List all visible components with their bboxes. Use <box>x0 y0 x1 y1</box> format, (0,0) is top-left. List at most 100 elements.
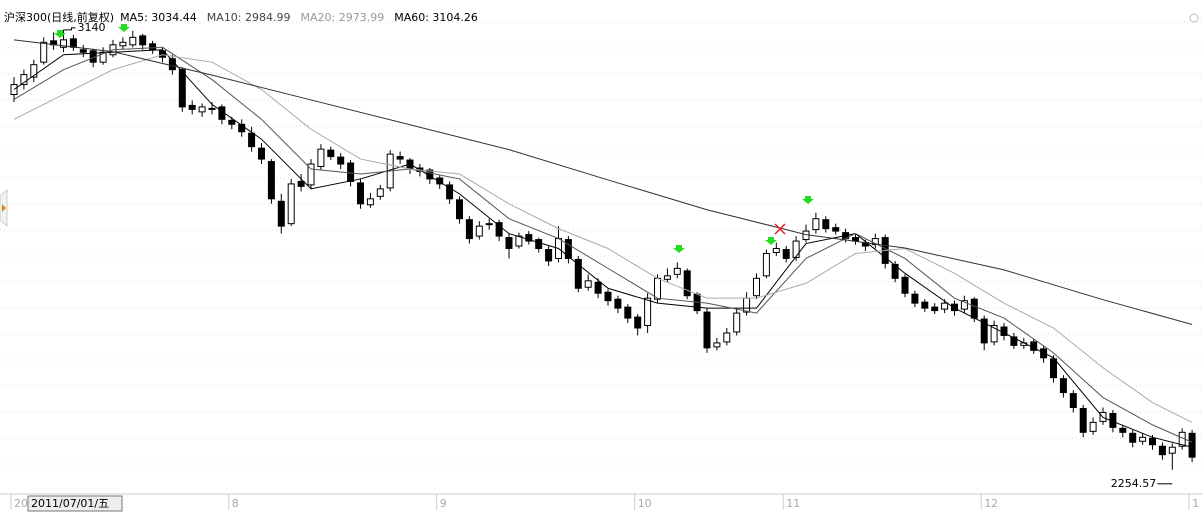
candle-body <box>931 306 939 312</box>
candle-body <box>545 248 553 262</box>
candle-body <box>307 163 315 186</box>
candle-body <box>1010 336 1018 346</box>
candle-body <box>178 69 186 108</box>
candle-body <box>703 311 711 349</box>
candle-body <box>228 119 236 125</box>
cursor-box <box>27 495 123 512</box>
candle-body <box>465 219 473 240</box>
candle-body <box>822 219 830 230</box>
x-tick-label: 8 <box>232 497 239 510</box>
legend-entry: MA60: 3104.26 <box>394 11 478 24</box>
candle-body <box>317 148 325 168</box>
candle-body <box>960 300 968 310</box>
candle-body <box>733 312 741 333</box>
candle-body <box>812 218 820 231</box>
annotation-leader <box>63 27 76 31</box>
candle-body <box>159 50 166 58</box>
candle-body <box>60 39 67 48</box>
ma-line <box>13 39 1193 325</box>
candle-body <box>951 303 958 312</box>
candle-body <box>990 325 998 343</box>
x-tick-label: 9 <box>440 497 447 510</box>
candle-body <box>1050 358 1057 379</box>
candle-body <box>921 301 929 309</box>
candle-body <box>753 277 760 297</box>
candle-body <box>970 298 978 319</box>
candle-body <box>772 248 780 253</box>
candle-body <box>347 162 355 182</box>
candle-body <box>594 281 602 294</box>
cursor-label: 2011/07/01/五 <box>31 497 109 510</box>
candle-body <box>1139 436 1147 442</box>
candle-body <box>396 156 404 160</box>
buy-signal <box>765 237 777 245</box>
buy-signal <box>54 30 66 38</box>
x-tick-label: 11 <box>786 497 800 510</box>
side-arrow <box>2 204 6 212</box>
candle-body <box>564 239 572 259</box>
candle-body <box>1129 432 1137 443</box>
candle-body <box>663 275 671 280</box>
candle-body <box>891 263 899 279</box>
candle-body <box>149 43 157 51</box>
candle-body <box>743 297 751 313</box>
candle-body <box>456 199 463 220</box>
candle-body <box>119 41 127 47</box>
legend-entry: MA10: 2984.99 <box>207 11 291 24</box>
chart-title: 沪深300(日线,前复权) <box>4 10 114 24</box>
candle-body <box>505 237 513 250</box>
candle-body <box>357 182 364 205</box>
buy-signal <box>802 196 814 204</box>
candle-body <box>762 252 770 277</box>
candle-body <box>1168 446 1176 454</box>
candle-body <box>475 225 483 237</box>
min-annotation: 2254.57 <box>1111 477 1157 490</box>
candle-body <box>327 149 335 158</box>
x-tick-label: 10 <box>638 497 652 510</box>
candle-body <box>69 38 77 48</box>
candle-body <box>723 332 731 343</box>
sell-signal <box>774 223 786 235</box>
candle-body <box>654 277 661 300</box>
candle-body <box>713 342 721 348</box>
candle-body <box>673 267 681 275</box>
candle-body <box>832 227 840 232</box>
candle-body <box>1158 445 1166 456</box>
x-tick-label: 12 <box>984 497 998 510</box>
candle-body <box>277 200 285 227</box>
candle-body <box>644 297 652 327</box>
candle-body <box>525 234 533 242</box>
legend-entry: MA5: 3034.44 <box>120 11 197 24</box>
candle-body <box>792 240 800 258</box>
candle-body <box>1079 407 1087 433</box>
candle-body <box>941 302 949 310</box>
candle-body <box>30 64 38 78</box>
buy-signal <box>673 245 685 253</box>
candle-body <box>495 222 503 237</box>
settings-icon[interactable] <box>1189 13 1199 23</box>
candle-body <box>258 147 265 160</box>
candle-body <box>208 107 216 110</box>
candle-body <box>634 316 642 329</box>
buy-signal <box>118 24 130 32</box>
legend-entry: MA20: 2973.99 <box>301 11 385 24</box>
candle-body <box>1188 432 1196 458</box>
header: 沪深300(日线,前复权) MA5: 3034.44 MA10: 2984.99 M… <box>4 10 478 24</box>
candle-body <box>198 106 206 113</box>
candle-body <box>604 291 612 302</box>
candle-body <box>683 270 691 297</box>
candle-body <box>624 306 632 319</box>
candle-body <box>139 35 147 46</box>
x-axis-labels: 20 8 9 10 11 12 1 2011/07/01/五 <box>10 494 1199 512</box>
candle-body <box>1149 437 1156 446</box>
candle-body <box>1119 427 1127 433</box>
candle-body <box>782 248 790 259</box>
candle-body <box>911 293 919 304</box>
candle-body <box>584 280 592 288</box>
candle-body <box>10 84 18 95</box>
candle-body <box>436 177 444 185</box>
candle-body <box>188 104 196 110</box>
x-tick-label: 1 <box>1192 497 1199 510</box>
candle-body <box>129 36 137 46</box>
